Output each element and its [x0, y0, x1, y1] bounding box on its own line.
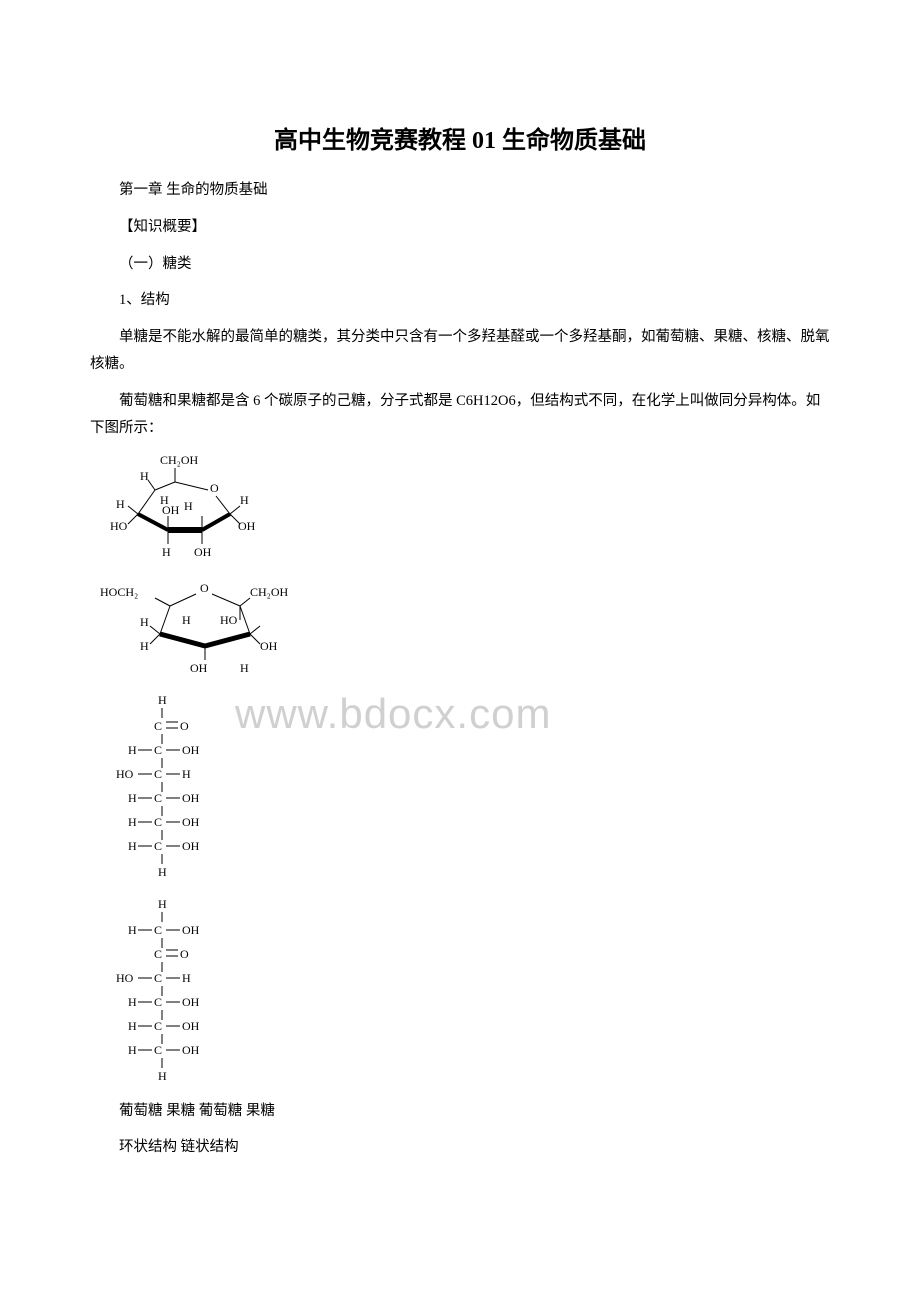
svg-text:H: H	[116, 497, 125, 511]
svg-text:C: C	[154, 815, 162, 829]
svg-text:OH: OH	[190, 661, 208, 675]
svg-text:HO: HO	[110, 519, 128, 533]
svg-text:H: H	[158, 1069, 167, 1083]
svg-text:OH: OH	[238, 519, 256, 533]
label-hoch2: HOCH₂	[100, 585, 138, 599]
svg-text:HO: HO	[116, 971, 134, 985]
svg-text:H: H	[128, 743, 137, 757]
svg-text:OH: OH	[182, 815, 200, 829]
svg-text:C: C	[154, 923, 162, 937]
svg-text:OH: OH	[182, 995, 200, 1009]
svg-text:C: C	[154, 743, 162, 757]
svg-text:H: H	[184, 499, 193, 513]
svg-text:O: O	[200, 581, 209, 595]
svg-text:H: H	[128, 815, 137, 829]
section-header: 【知识概要】	[90, 214, 830, 241]
svg-text:C: C	[154, 971, 162, 985]
svg-text:H: H	[158, 693, 167, 707]
glucose-chain-diagram: H C O H C OH HO C H H C OH H C OH H C OH	[90, 690, 830, 890]
paragraph-isomers: 葡萄糖和果糖都是含 6 个碳原子的己糖，分子式都是 C6H12O6，但结构式不同…	[90, 388, 830, 442]
svg-text:OH: OH	[182, 1043, 200, 1057]
label-ch2oh: CH₂OH	[160, 453, 199, 467]
svg-text:H: H	[240, 493, 249, 507]
svg-text:HO: HO	[220, 613, 238, 627]
svg-text:O: O	[180, 719, 189, 733]
svg-text:H: H	[128, 1043, 137, 1057]
point-structure: 1、结构	[90, 287, 830, 314]
paragraph-monosaccharide: 单糖是不能水解的最简单的糖类，其分类中只含有一个多羟基醛或一个多羟基酮，如葡萄糖…	[90, 324, 830, 378]
page-title: 高中生物竞赛教程 01 生命物质基础	[90, 120, 830, 155]
svg-text:OH: OH	[182, 923, 200, 937]
svg-text:C: C	[154, 839, 162, 853]
fructose-chain-diagram: H H C OH C O HO C H H C OH H C OH H C OH	[90, 894, 830, 1094]
glucose-ring-diagram: CH₂OH O H H H HO H H OH OH H OH	[90, 452, 830, 572]
svg-text:H: H	[182, 613, 191, 627]
svg-text:C: C	[154, 947, 162, 961]
svg-text:H: H	[158, 865, 167, 879]
svg-text:C: C	[154, 1043, 162, 1057]
svg-text:H: H	[128, 923, 137, 937]
svg-text:H: H	[128, 791, 137, 805]
svg-text:H: H	[182, 767, 191, 781]
label-o: O	[210, 481, 219, 495]
svg-text:H: H	[162, 545, 171, 559]
svg-text:H: H	[140, 469, 149, 483]
fructose-ring-diagram: HOCH₂ CH₂OH O H H H HO OH OH H	[90, 576, 830, 686]
svg-text:OH: OH	[194, 545, 212, 559]
subsection-sugars: （一）糖类	[90, 251, 830, 278]
svg-text:H: H	[128, 839, 137, 853]
svg-text:H: H	[158, 897, 167, 911]
svg-text:OH: OH	[162, 503, 180, 517]
svg-text:H: H	[128, 995, 137, 1009]
svg-text:H: H	[182, 971, 191, 985]
svg-text:H: H	[128, 1019, 137, 1033]
svg-text:C: C	[154, 1019, 162, 1033]
svg-text:OH: OH	[260, 639, 278, 653]
svg-text:OH: OH	[182, 743, 200, 757]
caption-names: 葡萄糖 果糖 葡萄糖 果糖	[90, 1098, 830, 1125]
svg-text:H: H	[140, 615, 149, 629]
svg-text:OH: OH	[182, 1019, 200, 1033]
svg-text:C: C	[154, 719, 162, 733]
chapter-heading: 第一章 生命的物质基础	[90, 177, 830, 204]
svg-text:OH: OH	[182, 839, 200, 853]
svg-text:H: H	[140, 639, 149, 653]
svg-text:C: C	[154, 791, 162, 805]
svg-text:H: H	[240, 661, 249, 675]
svg-text:C: C	[154, 995, 162, 1009]
svg-text:O: O	[180, 947, 189, 961]
label-ch2oh-r: CH₂OH	[250, 585, 289, 599]
caption-structures: 环状结构 链状结构	[90, 1134, 830, 1161]
svg-text:HO: HO	[116, 767, 134, 781]
svg-text:OH: OH	[182, 791, 200, 805]
svg-text:C: C	[154, 767, 162, 781]
